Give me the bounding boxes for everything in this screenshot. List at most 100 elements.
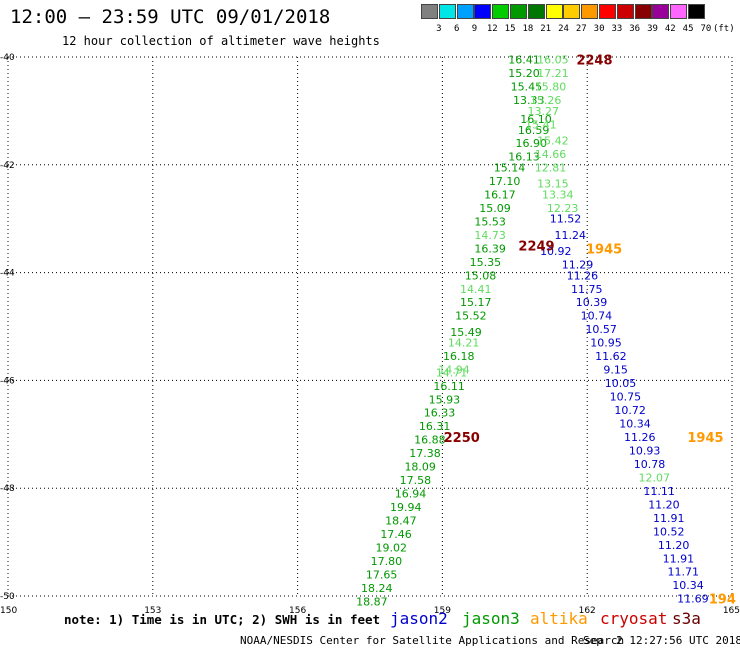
wave-height-point: 12.81 [535, 161, 567, 174]
wave-height-point: 16.41 [508, 54, 540, 67]
color-scale-swatch [634, 4, 652, 19]
wave-height-point: 11.62 [595, 350, 627, 363]
wave-height-values: 11.5211.2410.9211.2911.2611.7510.3910.74… [356, 54, 708, 609]
wave-height-point: 10.93 [629, 444, 661, 457]
y-tick-label: -40 [0, 53, 15, 63]
wave-height-point: 11.26 [567, 269, 599, 282]
footer-note: note: 1) Time is in UTC; 2) SWH is in fe… [64, 612, 381, 627]
color-scale-label: 45 [682, 24, 694, 34]
wave-height-point: 11.52 [550, 213, 582, 226]
color-scale-label: 42 [664, 24, 676, 34]
satellite-legend-item: jason3 [462, 609, 520, 628]
wave-height-point: 12.23 [547, 202, 579, 215]
color-scale-label: 27 [575, 24, 587, 34]
wave-height-point: 14.66 [535, 148, 567, 161]
wave-height-point: 17.46 [380, 528, 412, 541]
color-scale-swatch [616, 4, 634, 19]
satellite-legend-item: s3a [672, 609, 701, 628]
wave-height-point: 11.75 [571, 283, 603, 296]
wave-height-point: 15.26 [530, 94, 562, 107]
wave-height-point: 17.80 [371, 555, 403, 568]
wave-height-point: 11.26 [624, 431, 656, 444]
wave-height-point: 11.91 [653, 512, 685, 525]
color-scale-label: 30 [593, 24, 605, 34]
color-scale-label: 3 [436, 24, 442, 34]
chart-title: 12:00 – 23:59 UTC 09/01/2018 [10, 6, 331, 28]
wave-height-point: 10.34 [619, 418, 651, 431]
color-scale-swatch [527, 4, 545, 19]
wave-height-point: 16.05 [537, 54, 569, 67]
wave-height-point: 18.24 [361, 582, 393, 595]
color-scale-swatch [670, 4, 688, 19]
x-tick-label: 165 [723, 606, 740, 616]
wave-height-point: 10.78 [634, 458, 666, 471]
color-scale-unit: (ft) [712, 24, 735, 34]
wave-height-point: 19.94 [390, 501, 422, 514]
wave-height-point: 16.39 [474, 242, 506, 255]
pass-time-labels: 2248 2249 2250 1945 1945 194 [444, 54, 736, 608]
color-scale-swatch [688, 4, 705, 19]
wave-height-point: 10.72 [614, 404, 646, 417]
x-tick-label: 162 [579, 606, 596, 616]
y-tick-label: -44 [0, 269, 15, 279]
color-scale-label: 70 [700, 24, 712, 34]
wave-height-point: 15.20 [508, 67, 540, 80]
wave-height-point: 10.95 [590, 337, 622, 350]
wave-height-point: 14.71 [436, 366, 468, 379]
wave-height-point: 14.21 [448, 337, 480, 350]
wave-height-point: 15.09 [479, 202, 511, 215]
pass-time-label: 2250 [444, 431, 480, 446]
x-tick-label: 159 [434, 606, 451, 616]
wave-height-point: 10.52 [653, 525, 685, 538]
y-tick-label: -42 [0, 161, 15, 171]
wave-height-point: 11.91 [663, 552, 695, 565]
color-scale-swatch [456, 4, 474, 19]
wave-height-point: 15.49 [450, 326, 482, 339]
wave-height-point: 16.18 [443, 350, 475, 363]
wave-height-point: 15.80 [535, 81, 567, 94]
color-scale-label: 12 [486, 24, 498, 34]
wave-height-point: 13.33 [513, 94, 545, 107]
wave-height-point: 13.15 [537, 178, 569, 191]
wave-height-point: 11.20 [648, 498, 680, 511]
color-scale-swatch [581, 4, 599, 19]
color-scale-swatch [599, 4, 616, 19]
wave-height-point: 16.90 [515, 137, 547, 150]
color-scale-swatch [545, 4, 563, 19]
pass-time-label: 1945 [687, 431, 723, 446]
wave-height-point: 14.41 [460, 283, 492, 296]
wave-height-point: 10.92 [540, 245, 572, 258]
wave-height-point: 11.24 [555, 229, 587, 242]
pass-time-label: 194 [709, 593, 736, 608]
footer-credit: NOAA/NESDIS Center for Satellite Applica… [240, 634, 625, 647]
color-scale-label: 6 [453, 24, 460, 34]
color-scale-swatch [421, 4, 438, 19]
wave-height-point: 15.42 [537, 135, 569, 148]
pass-time-label: 2248 [576, 54, 612, 69]
color-scale-label: 18 [522, 24, 534, 34]
color-scale-swatch [492, 4, 510, 19]
chart-subtitle: 12 hour collection of altimeter wave hei… [62, 34, 380, 48]
wave-height-point: 11.69 [677, 593, 709, 606]
wave-height-point: 17.58 [400, 474, 432, 487]
wave-height-point: 15.17 [460, 296, 492, 309]
wave-height-point: 13.27 [528, 105, 560, 118]
x-tick-label: 153 [144, 606, 161, 616]
y-tick-label: -46 [0, 376, 15, 386]
color-scale-swatch [652, 4, 670, 19]
pass-time-label: 1945 [586, 242, 622, 257]
satellite-legend-item: altika [530, 609, 588, 628]
wave-height-point: 17.38 [409, 447, 441, 460]
wave-height-point: 19.02 [375, 541, 407, 554]
wave-height-point: 16.94 [395, 488, 427, 501]
axis-tick-labels: 150 153 156 159 162 165 -40 -42 -44 -46 -48 -50 [0, 53, 740, 616]
wave-height-point: 15.52 [455, 310, 487, 323]
wave-height-point: 15.93 [429, 393, 461, 406]
wave-height-point: 16.33 [424, 407, 456, 420]
satellite-legend-item: cryosat [600, 609, 668, 628]
y-tick-label: -48 [0, 484, 15, 494]
wave-height-point: 15.08 [465, 269, 497, 282]
color-scale-label: 15 [504, 24, 516, 34]
color-scale-label: 24 [558, 24, 569, 34]
